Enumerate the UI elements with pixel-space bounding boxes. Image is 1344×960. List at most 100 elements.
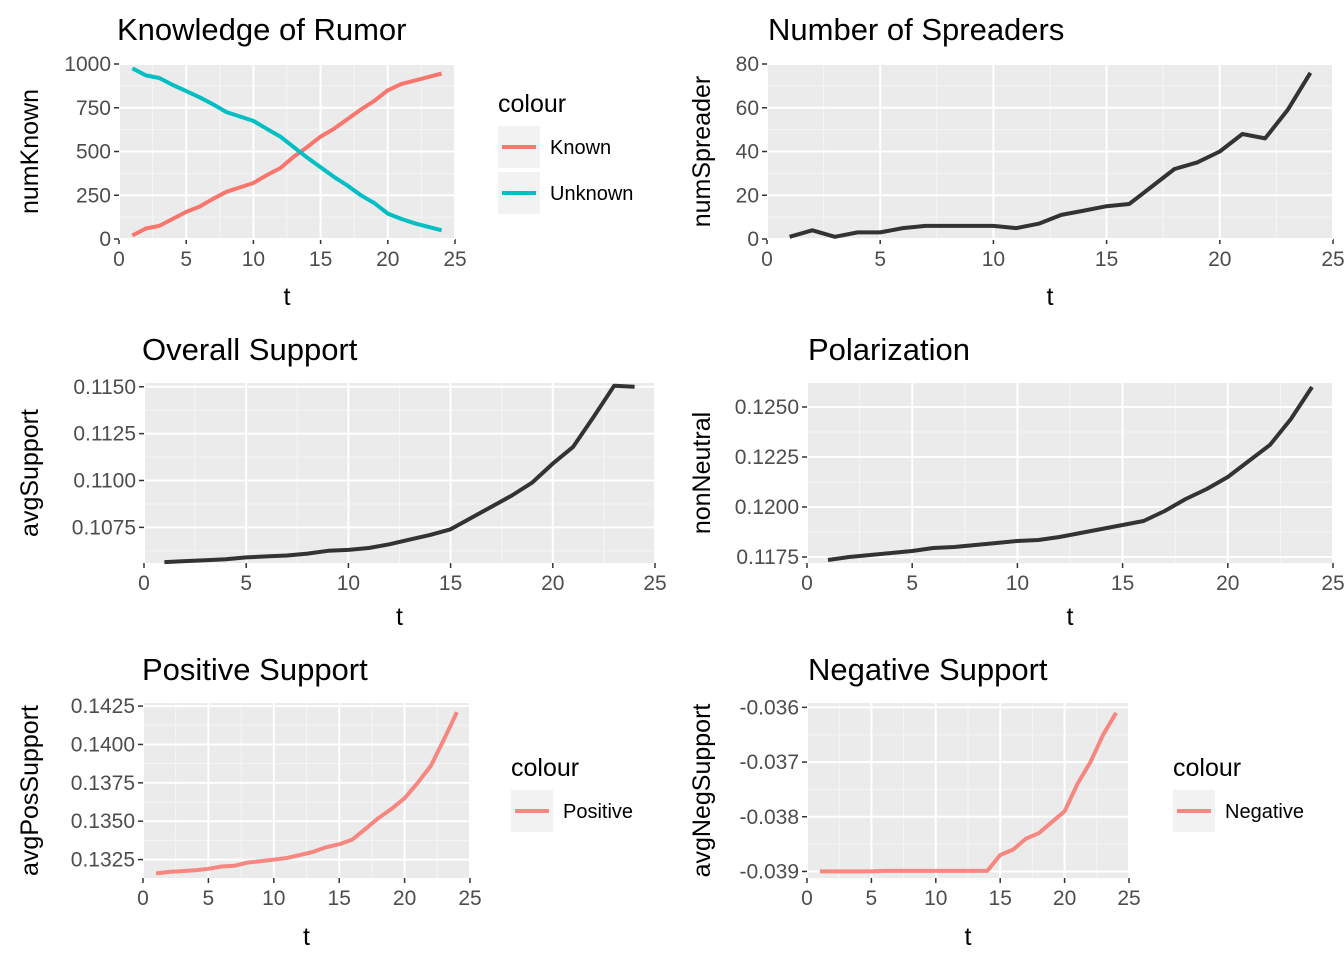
- y-tick-label: 0.1250: [735, 396, 799, 419]
- chart-title: Positive Support: [142, 652, 368, 687]
- legend-label: Positive: [563, 801, 633, 823]
- series-line-known: [131, 71, 443, 238]
- legend-label: Negative: [1225, 801, 1304, 823]
- x-tick-label: 25: [643, 572, 666, 595]
- x-tick-label: 5: [240, 572, 252, 595]
- x-tick-label: 15: [1095, 248, 1118, 271]
- x-tick-label: 25: [458, 887, 481, 910]
- legend: colour Known Unknown: [498, 90, 633, 214]
- x-tick-label: 15: [1111, 572, 1134, 595]
- x-tick-label: 25: [1321, 248, 1344, 271]
- x-tick-label: 5: [874, 248, 886, 271]
- y-tick-label: -0.037: [739, 751, 799, 774]
- y-tick-label: 1000: [64, 53, 111, 76]
- chart-title: Overall Support: [142, 332, 358, 367]
- x-tick-label: 25: [1321, 572, 1344, 595]
- x-tick-label: 20: [541, 572, 564, 595]
- y-tick-label: 500: [76, 141, 111, 164]
- x-tick-label: 15: [989, 887, 1012, 910]
- y-tick-label: 0.1350: [71, 810, 135, 833]
- chart-panel-6: 0 5 10 15 20 25 -0.039 -0.038 -0.037 -0.036 Negati…: [688, 652, 1304, 951]
- legend-label: Unknown: [550, 183, 633, 205]
- x-tick-label: 10: [262, 887, 285, 910]
- x-tick-label: 10: [982, 248, 1005, 271]
- x-tick-label: 10: [1006, 572, 1029, 595]
- x-tick-label: 0: [801, 887, 813, 910]
- series-line-1: [827, 385, 1314, 562]
- x-tick-label: 25: [1117, 887, 1140, 910]
- x-tick-label: 15: [439, 572, 462, 595]
- x-tick-label: 20: [1216, 572, 1239, 595]
- y-tick-label: 0.1100: [73, 470, 136, 493]
- chart-panel-3: 0 5 10 15 20 25 0.1075 0.1100 0.1125 0.1150 Overal…: [16, 332, 667, 631]
- y-axis-label: numSpreader: [688, 76, 716, 227]
- y-tick-label: 60: [736, 97, 759, 120]
- y-tick-label: 0: [747, 228, 759, 251]
- x-axis-label: t: [1047, 283, 1054, 311]
- x-tick-label: 0: [113, 248, 125, 271]
- x-axis-label: t: [396, 603, 403, 631]
- x-tick-label: 15: [309, 248, 332, 271]
- chart-title: Negative Support: [808, 652, 1048, 687]
- chart-title: Number of Spreaders: [768, 12, 1064, 47]
- chart-panel-5: 0 5 10 15 20 25 0.1325 0.1350 0.1375 0.1400 0.1425…: [16, 652, 633, 951]
- series-line-1: [789, 71, 1313, 239]
- x-tick-label: 5: [866, 887, 878, 910]
- y-tick-label: 0.1175: [736, 546, 799, 569]
- series-line-negative: [819, 711, 1118, 874]
- series-line-1: [164, 383, 635, 565]
- y-tick-label: 0.1200: [735, 496, 799, 519]
- y-axis-label: nonNeutral: [688, 412, 716, 534]
- x-tick-label: 10: [924, 887, 947, 910]
- y-tick-label: 40: [736, 141, 759, 164]
- y-tick-label: 250: [76, 184, 111, 207]
- y-tick-label: 0: [99, 228, 111, 251]
- chart-title: Polarization: [808, 332, 970, 367]
- y-tick-label: -0.038: [739, 806, 799, 829]
- y-tick-label: 0.1325: [71, 849, 135, 872]
- x-axis-label: t: [965, 923, 972, 951]
- series-line-unknown: [131, 66, 443, 233]
- x-axis-label: t: [284, 283, 291, 311]
- x-axis-label: t: [303, 923, 310, 951]
- legend-title: colour: [498, 90, 566, 118]
- y-axis-label: avgNegSupport: [688, 704, 716, 878]
- y-tick-label: 750: [76, 97, 111, 120]
- legend-label: Known: [550, 137, 611, 159]
- x-tick-label: 5: [203, 887, 215, 910]
- legend-title: colour: [511, 754, 579, 782]
- y-tick-label: 80: [736, 53, 759, 76]
- y-axis-label: avgPosSupport: [16, 705, 44, 876]
- y-axis-label: avgSupport: [16, 409, 44, 537]
- x-tick-label: 0: [761, 248, 773, 271]
- x-tick-label: 20: [393, 887, 416, 910]
- y-tick-label: 0.1400: [71, 733, 135, 756]
- x-tick-label: 0: [138, 572, 150, 595]
- y-tick-label: -0.036: [739, 696, 799, 719]
- x-tick-label: 25: [443, 248, 466, 271]
- y-tick-label: 0.1225: [735, 446, 799, 469]
- y-axis-label: numKnown: [16, 89, 44, 214]
- x-tick-label: 5: [180, 248, 192, 271]
- x-tick-label: 15: [328, 887, 351, 910]
- y-tick-label: -0.039: [739, 860, 799, 883]
- x-tick-label: 10: [242, 248, 265, 271]
- series-line-positive: [155, 711, 459, 876]
- x-tick-label: 10: [337, 572, 360, 595]
- chart-title: Knowledge of Rumor: [117, 12, 407, 47]
- legend: colour Negative: [1173, 754, 1304, 832]
- x-tick-label: 20: [376, 248, 399, 271]
- x-tick-label: 0: [801, 572, 813, 595]
- x-axis-label: t: [1067, 603, 1074, 631]
- y-tick-label: 0.1375: [71, 772, 135, 795]
- y-tick-label: 0.1075: [72, 516, 136, 539]
- legend-title: colour: [1173, 754, 1241, 782]
- y-tick-label: 0.1425: [71, 695, 135, 718]
- x-tick-label: 0: [137, 887, 149, 910]
- x-tick-label: 5: [906, 572, 918, 595]
- x-tick-label: 20: [1053, 887, 1076, 910]
- y-tick-label: 20: [736, 184, 759, 207]
- chart-panel-4: 0 5 10 15 20 25 0.1175 0.1200 0.1225 0.1250 Polari…: [688, 332, 1344, 631]
